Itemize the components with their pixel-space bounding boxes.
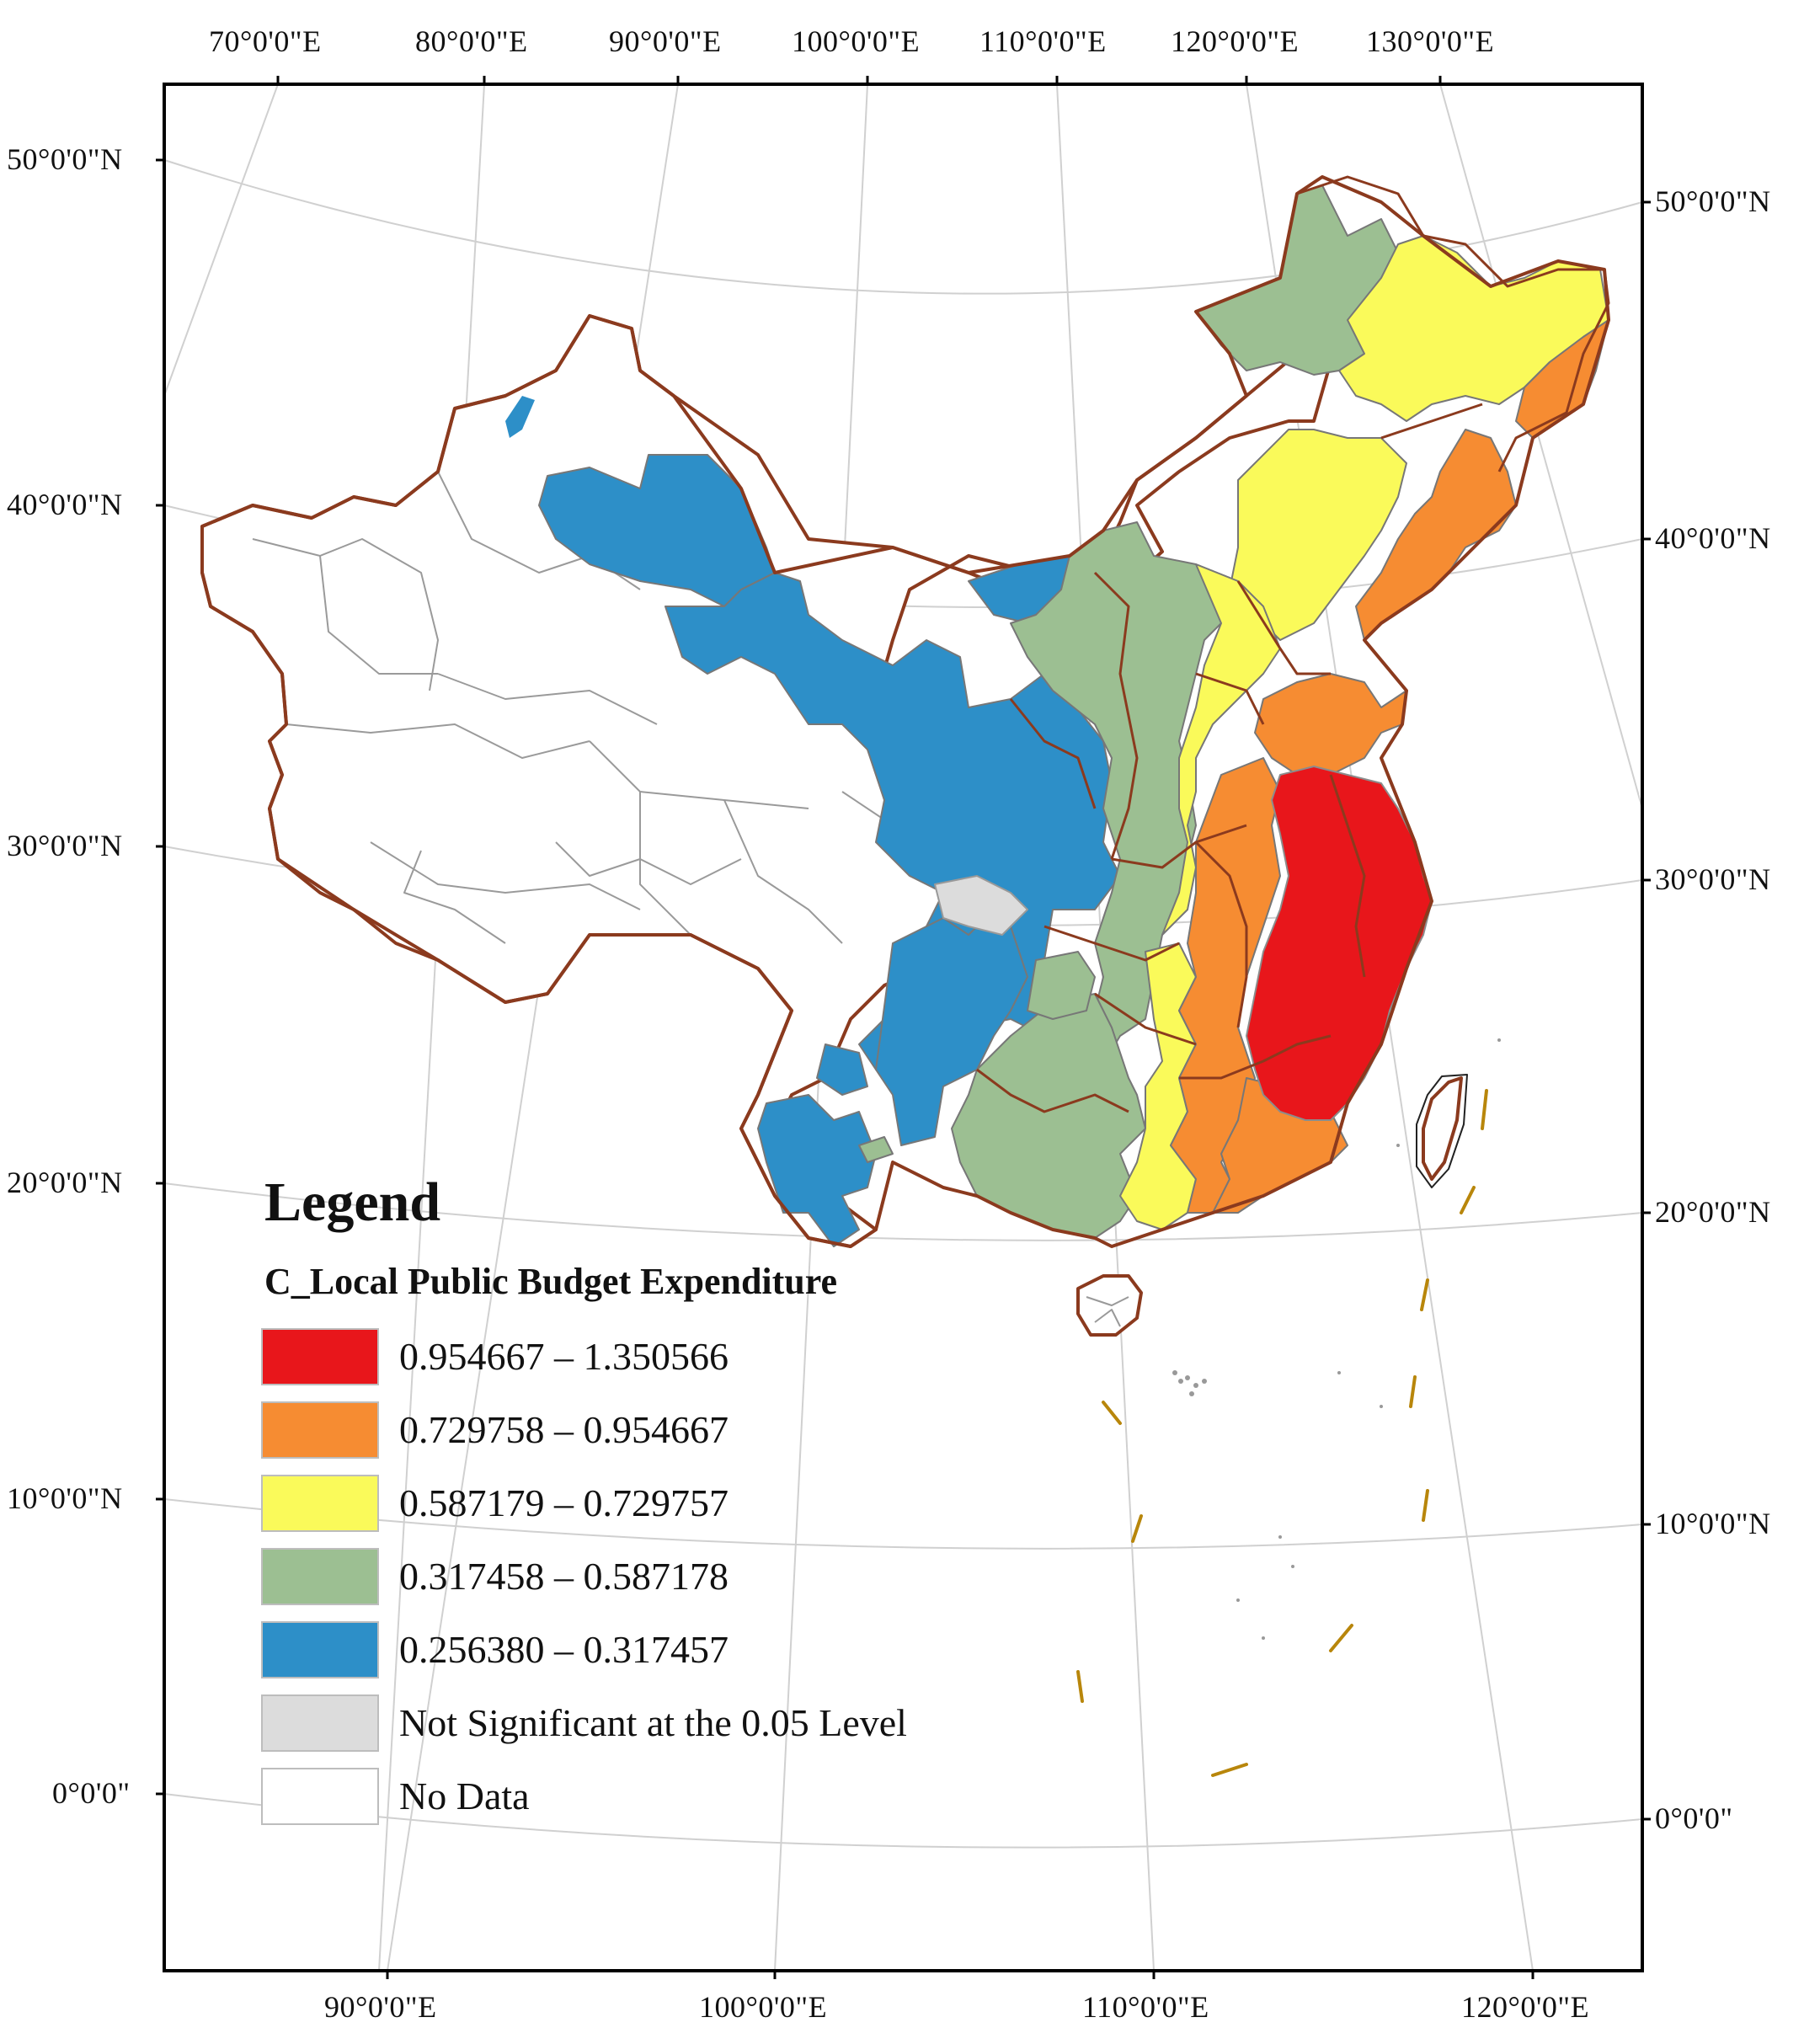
legend-swatch <box>261 1474 379 1532</box>
hainan-counties <box>1086 1296 1129 1327</box>
left-latitude-label-50: 50°0'0"N <box>7 142 123 176</box>
region-not-significant <box>934 875 1028 936</box>
legend-item: 0.587179 – 0.729757 <box>261 1466 1019 1540</box>
top-longitude-label-80: 80°0'0"E <box>415 24 528 58</box>
bottom-longitude-label-90: 90°0'0"E <box>324 1990 437 2024</box>
longitude-line-80 <box>378 83 485 1972</box>
top-longitude-label-110: 110°0'0"E <box>979 24 1107 58</box>
legend-swatch <box>261 1547 379 1605</box>
region-green-yunnan-bit <box>858 1136 894 1163</box>
map-frame <box>163 83 1644 1972</box>
region-orange-shandong <box>1254 673 1407 776</box>
frame-ticks <box>156 76 1651 1979</box>
legend-label: 0.587179 – 0.729757 <box>399 1481 729 1524</box>
south-china-sea-dashes <box>1076 1089 1488 1777</box>
longitude-line-70 <box>163 83 279 397</box>
latitude-line-20 <box>163 1182 1643 1241</box>
legend-swatch <box>261 1401 379 1459</box>
legend-swatch <box>261 1694 379 1752</box>
top-longitude-label-100: 100°0'0"E <box>792 24 921 58</box>
right-latitude-label-0: 0°0'0" <box>1655 1801 1733 1835</box>
longitude-line-130 <box>1439 83 1643 809</box>
right-latitude-label-50: 50°0'0"N <box>1655 184 1771 218</box>
legend-item: No Data <box>261 1759 1019 1833</box>
bottom-longitude-label-100: 100°0'0"E <box>699 1990 828 2024</box>
right-latitude-label-30: 30°0'0"N <box>1655 862 1771 896</box>
legend-item: 0.954667 – 1.350566 <box>261 1320 1019 1393</box>
bottom-longitude-label-110: 110°0'0"E <box>1082 1990 1209 2024</box>
top-longitude-label-70: 70°0'0"E <box>209 24 322 58</box>
legend-item: Not Significant at the 0.05 Level <box>261 1686 1019 1759</box>
legend-subtitle: C_Local Public Budget Expenditure <box>264 1261 838 1302</box>
left-latitude-label-40: 40°0'0"N <box>7 488 123 521</box>
east-province-borders <box>976 175 1610 1113</box>
legend-label: 0.954667 – 1.350566 <box>399 1335 729 1378</box>
legend-item: 0.317458 – 0.587178 <box>261 1540 1019 1613</box>
china-outline <box>200 175 1610 1248</box>
west-county-lines <box>252 471 910 944</box>
top-longitude-label-120: 120°0'0"E <box>1171 24 1300 58</box>
bottom-longitude-label-120: 120°0'0"E <box>1461 1990 1590 2024</box>
map-legend: Legend C_Local Public Budget Expenditure… <box>261 1171 1019 1833</box>
legend-label: No Data <box>399 1774 530 1817</box>
legend-items: 0.954667 – 1.350566 0.729758 – 0.954667 0.… <box>261 1320 1019 1833</box>
legend-swatch <box>261 1620 379 1678</box>
top-longitude-label-130: 130°0'0"E <box>1366 24 1495 58</box>
latitude-line-0 <box>163 1793 1643 1849</box>
taiwan-outer-ring <box>1416 1074 1468 1188</box>
region-yellow-jilin-liaoning <box>1229 429 1407 641</box>
left-latitude-label-0: 0°0'0" <box>52 1776 131 1810</box>
region-blue-yunnan-west <box>816 1043 868 1096</box>
region-green-guizhou <box>1027 951 1096 1020</box>
legend-item: 0.729758 – 0.954667 <box>261 1393 1019 1466</box>
scattered-islands <box>1172 1038 1501 1640</box>
legend-title: Legend <box>264 1171 441 1233</box>
left-latitude-label-10: 10°0'0"N <box>7 1481 123 1515</box>
left-latitude-label-30: 30°0'0"N <box>7 829 123 862</box>
legend-label: 0.729758 – 0.954667 <box>399 1408 729 1451</box>
map-regions <box>200 175 1610 1777</box>
top-longitude-label-90: 90°0'0"E <box>609 24 722 58</box>
legend-item: 0.256380 – 0.317457 <box>261 1613 1019 1686</box>
right-latitude-label-40: 40°0'0"N <box>1655 521 1771 555</box>
region-blue-urumqi-lake <box>505 396 535 438</box>
region-red-east-coast <box>1246 766 1433 1121</box>
latitude-line-10 <box>163 1498 1643 1550</box>
legend-label: Not Significant at the 0.05 Level <box>399 1701 907 1744</box>
right-latitude-label-20: 20°0'0"N <box>1655 1195 1771 1229</box>
taiwan-island <box>1422 1076 1463 1181</box>
region-blue-yunnan <box>757 1094 877 1247</box>
right-latitude-label-10: 10°0'0"N <box>1655 1507 1771 1540</box>
left-latitude-label-20: 20°0'0"N <box>7 1166 123 1199</box>
legend-swatch <box>261 1327 379 1385</box>
legend-swatch <box>261 1767 379 1825</box>
legend-label: 0.256380 – 0.317457 <box>399 1628 729 1671</box>
legend-label: 0.317458 – 0.587178 <box>399 1555 729 1598</box>
